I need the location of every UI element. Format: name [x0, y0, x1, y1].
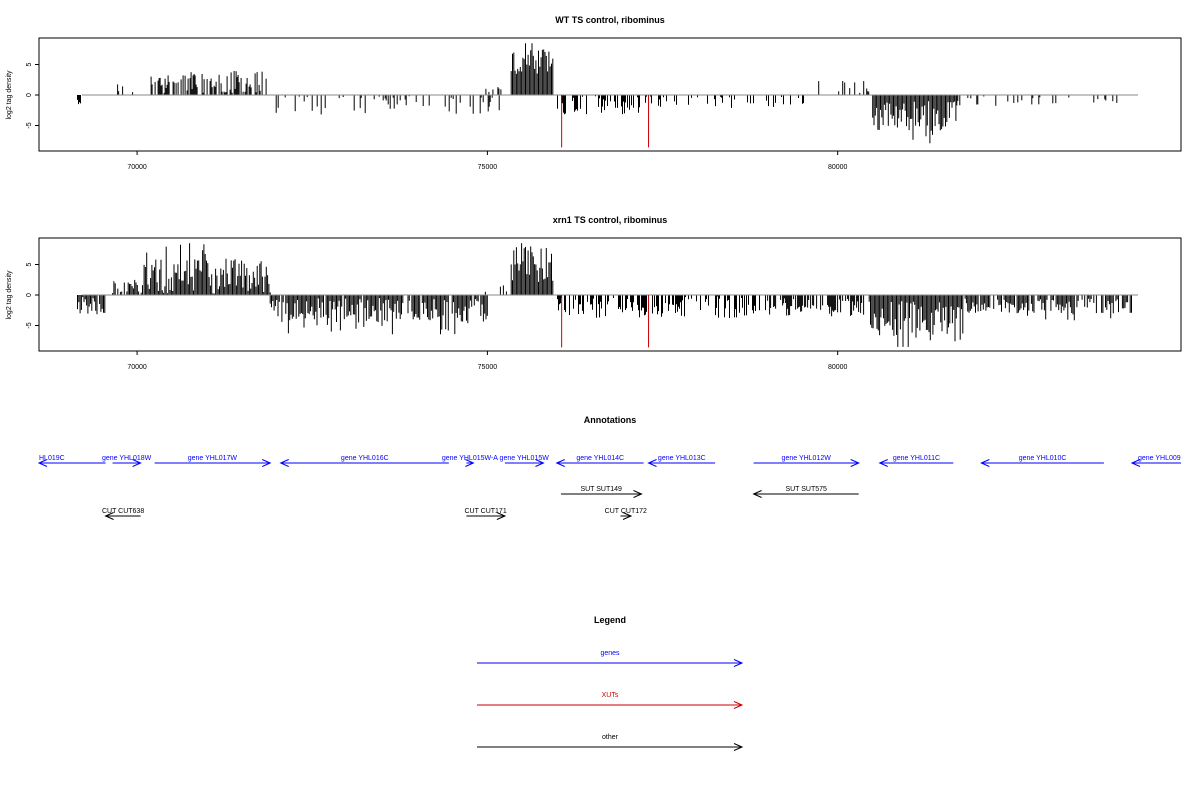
- annotation-feature: SUT SUT575: [752, 486, 859, 498]
- feature-arrow-head: [622, 512, 633, 520]
- legend-arrow-head: [733, 701, 744, 709]
- track-panel-wt: WT TS control, ribominus log2 tag densit…: [6, 15, 1182, 171]
- feature-label: SUT SUT575: [785, 486, 827, 493]
- annotation-feature: gene YHL011C: [878, 455, 954, 467]
- feature-label: gene YHL014C: [576, 455, 624, 462]
- legend-arrow-head: [733, 659, 744, 667]
- bars-layer: [77, 243, 1132, 347]
- annotation-feature: gene YHL012W: [753, 455, 860, 467]
- annotation-feature: gene YHL017W: [154, 455, 272, 467]
- feature-label: gene YHL015W-A: [442, 455, 498, 462]
- feature-arrow-head: [496, 512, 507, 520]
- legend-items: genes XUTs other: [477, 650, 744, 751]
- feature-arrow-head: [647, 459, 657, 467]
- legend-label: XUTs: [602, 692, 619, 699]
- panel-title: xrn1 TS control, ribominus: [553, 215, 668, 225]
- y-axis-label: log2 tag density: [6, 270, 13, 320]
- annotation-features: HL019C gene YHL018W gene YHL017W gene YHL01…: [37, 455, 1181, 520]
- x-tick-label: 75000: [478, 364, 498, 371]
- feature-arrow-head: [878, 459, 888, 467]
- feature-label: gene YHL009: [1138, 455, 1181, 462]
- legend-label: other: [602, 734, 619, 741]
- feature-label: gene YHL013C: [658, 455, 706, 462]
- annotation-feature: gene YHL014C: [555, 455, 644, 467]
- y-ticks: 5 0 -5: [26, 62, 39, 129]
- annotation-feature: gene YHL016C: [279, 455, 449, 467]
- feature-label: gene YHL017W: [188, 455, 238, 462]
- feature-arrow-head: [752, 490, 762, 498]
- annotation-feature: gene YHL018W: [102, 455, 152, 467]
- legend-item: other: [477, 734, 744, 751]
- annotation-feature: CUT CUT638: [102, 508, 144, 520]
- y-tick-label: -5: [26, 122, 33, 128]
- feature-arrow-head: [132, 459, 142, 467]
- y-tick-label: -5: [26, 322, 33, 328]
- x-tick-label: 75000: [478, 164, 498, 171]
- feature-arrow-head: [980, 459, 990, 467]
- feature-arrow-head: [535, 459, 545, 467]
- feature-arrow-head: [465, 459, 475, 467]
- panel-title: WT TS control, ribominus: [555, 15, 665, 25]
- highlight-layer: [561, 95, 650, 148]
- legend-arrow-head: [733, 743, 744, 751]
- legend-label: genes: [600, 650, 620, 657]
- y-tick-label: 0: [26, 93, 33, 97]
- feature-arrow-head: [1130, 459, 1141, 467]
- x-tick-label: 70000: [127, 164, 147, 171]
- annotation-feature: gene YHL010C: [980, 455, 1104, 467]
- feature-label: gene YHL012W: [782, 455, 832, 462]
- feature-arrow-head: [104, 512, 114, 520]
- highlight-layer: [561, 295, 650, 348]
- annotation-feature: HL019C: [37, 455, 106, 467]
- x-ticks: 70000 75000 80000: [127, 351, 848, 371]
- feature-label: CUT CUT171: [464, 508, 506, 515]
- y-tick-label: 5: [26, 62, 33, 66]
- annotation-feature: gene YHL009: [1130, 455, 1181, 467]
- feature-label: gene YHL010C: [1019, 455, 1067, 462]
- x-tick-label: 80000: [828, 164, 848, 171]
- feature-label: HL019C: [39, 455, 65, 462]
- feature-label: SUT SUT149: [580, 486, 622, 493]
- annotation-feature: CUT CUT171: [464, 508, 507, 520]
- feature-label: gene YHL015W: [500, 455, 550, 462]
- feature-arrow-head: [262, 459, 272, 467]
- feature-label: gene YHL016C: [341, 455, 389, 462]
- y-axis-label: log2 tag density: [6, 70, 13, 120]
- annotations-panel: Annotations HL019C gene YHL018W gene YHL01…: [37, 415, 1181, 520]
- legend-item: genes: [477, 650, 744, 667]
- feature-arrow-head: [633, 490, 643, 498]
- annotations-title: Annotations: [584, 415, 637, 425]
- y-tick-label: 5: [26, 262, 33, 266]
- feature-label: CUT CUT638: [102, 508, 144, 515]
- feature-label: CUT CUT172: [605, 508, 647, 515]
- annotation-feature: gene YHL015W: [500, 455, 550, 467]
- legend-panel: Legend genes XUTs other: [477, 615, 744, 751]
- x-tick-label: 70000: [127, 364, 147, 371]
- feature-label: gene YHL018W: [102, 455, 152, 462]
- feature-label: gene YHL011C: [893, 455, 940, 462]
- legend-item: XUTs: [477, 692, 744, 709]
- feature-arrow-head: [37, 459, 48, 467]
- track-panel-xrn1: xrn1 TS control, ribominus log2 tag dens…: [6, 215, 1182, 371]
- x-tick-label: 80000: [828, 364, 848, 371]
- feature-arrow-head: [555, 459, 565, 467]
- legend-title: Legend: [594, 615, 626, 625]
- x-ticks: 70000 75000 80000: [127, 151, 848, 171]
- annotation-feature: SUT SUT149: [560, 486, 643, 498]
- annotation-feature: gene YHL015W-A: [442, 455, 498, 467]
- annotation-feature: gene YHL013C: [647, 455, 716, 467]
- y-ticks: 5 0 -5: [26, 262, 39, 329]
- bars-layer: [77, 43, 1118, 144]
- feature-arrow-head: [850, 459, 860, 467]
- y-tick-label: 0: [26, 293, 33, 297]
- feature-arrow-head: [279, 459, 289, 467]
- annotation-feature: CUT CUT172: [605, 508, 647, 520]
